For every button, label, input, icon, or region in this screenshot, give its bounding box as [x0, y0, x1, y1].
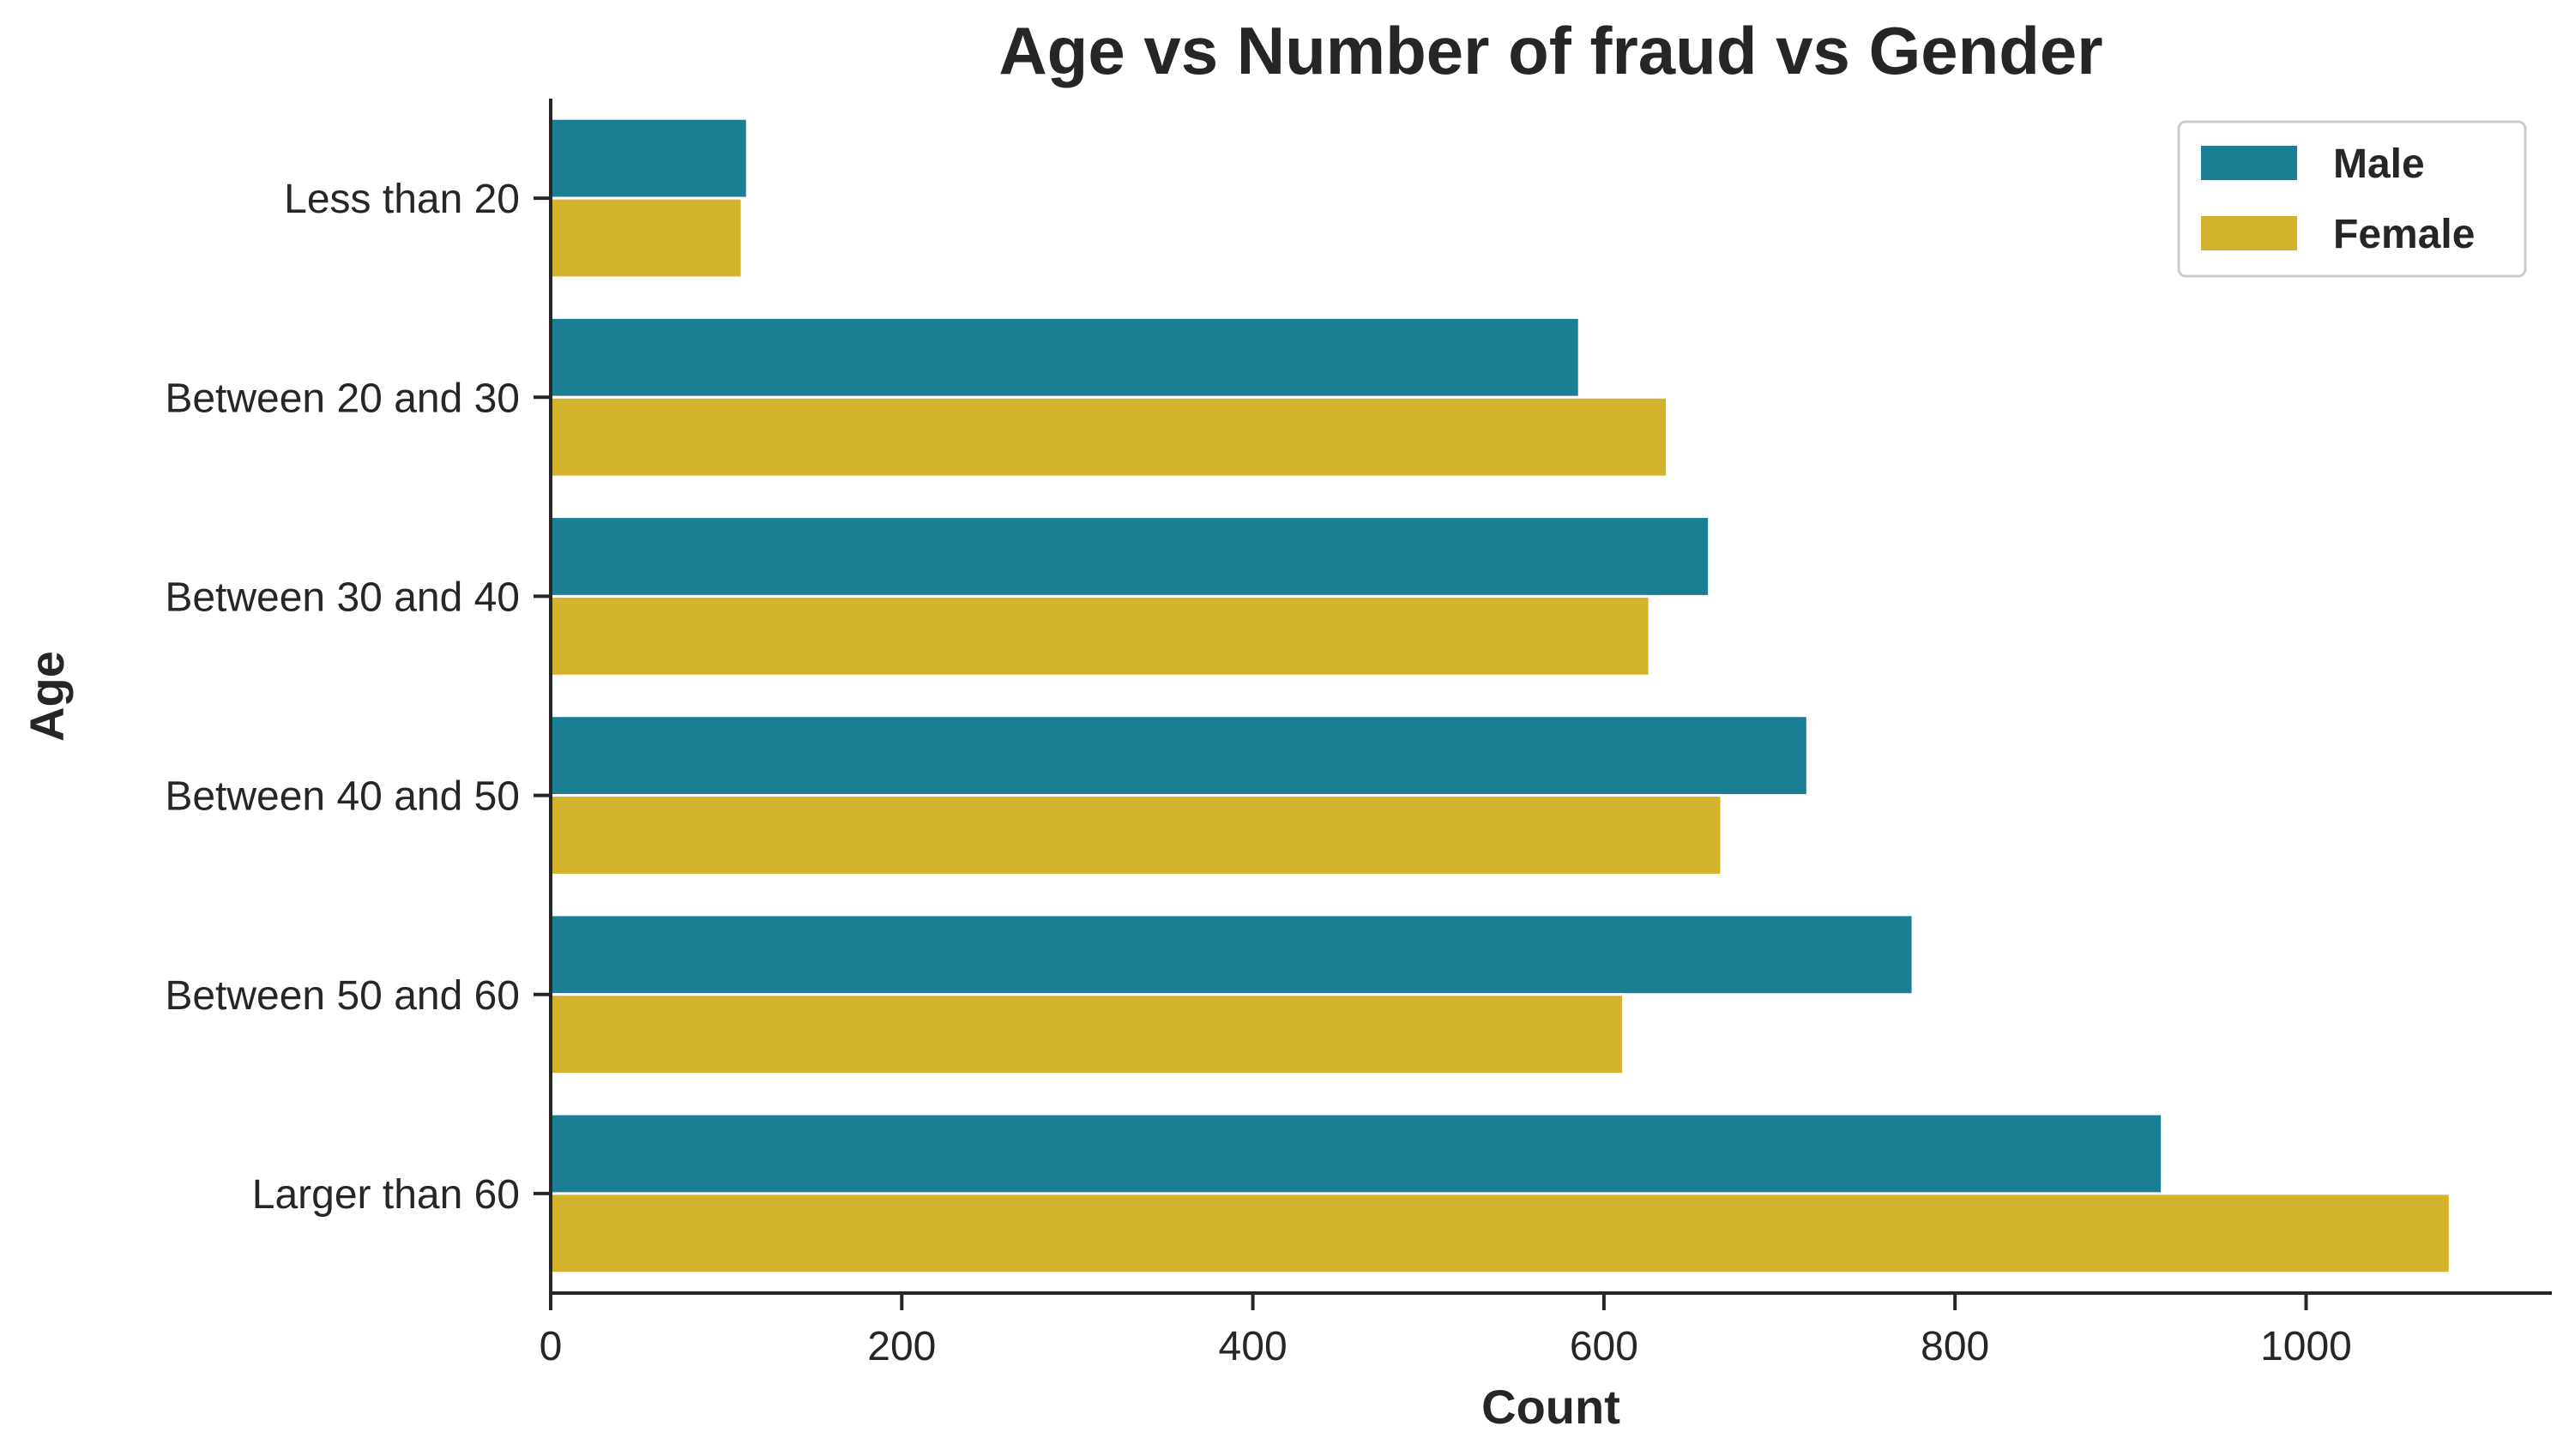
bar-female-1 [549, 395, 1669, 478]
y-tick-label: Between 20 and 30 [165, 376, 520, 421]
legend-swatch-male [2201, 146, 2297, 180]
y-tick-label: Less than 20 [284, 177, 520, 222]
bar-female-0 [549, 196, 744, 280]
x-tick-label: 0 [540, 1324, 563, 1369]
legend-swatch-female [2201, 216, 2297, 250]
y-tick-label: Larger than 60 [252, 1172, 520, 1218]
bar-female-3 [549, 794, 1723, 876]
x-axis-label: Count [1481, 1380, 1620, 1434]
y-tick-label: Between 40 and 50 [165, 774, 520, 820]
x-tick-label: 800 [1921, 1324, 1989, 1369]
x-tick-label: 400 [1219, 1324, 1288, 1369]
y-ticks-group: Less than 20 Between 20 and 30 Between 30 … [165, 177, 551, 1218]
chart-title: Age vs Number of fraud vs Gender [998, 13, 2102, 88]
y-tick-label: Between 50 and 60 [165, 973, 520, 1019]
bar-female-5 [549, 1192, 2451, 1275]
x-ticks-group: 0 200 400 600 800 1000 [540, 1293, 2352, 1369]
bar-male-3 [549, 714, 1809, 797]
x-tick-label: 600 [1570, 1324, 1638, 1369]
legend-label-male: Male [2333, 141, 2425, 187]
bar-male-4 [549, 913, 1915, 996]
bar-female-4 [549, 993, 1625, 1076]
legend-label-female: Female [2333, 212, 2475, 257]
bar-male-5 [549, 1112, 2164, 1195]
x-tick-label: 200 [867, 1324, 936, 1369]
legend: Male Female [2177, 120, 2527, 278]
bar-female-2 [549, 594, 1651, 677]
bar-male-0 [549, 117, 749, 200]
bar-male-1 [549, 316, 1581, 399]
y-tick-label: Between 30 and 40 [165, 575, 520, 620]
bar-male-2 [549, 515, 1711, 598]
bars-group [549, 117, 2451, 1275]
y-axis-label: Age [20, 651, 74, 742]
x-tick-label: 1000 [2260, 1324, 2352, 1369]
